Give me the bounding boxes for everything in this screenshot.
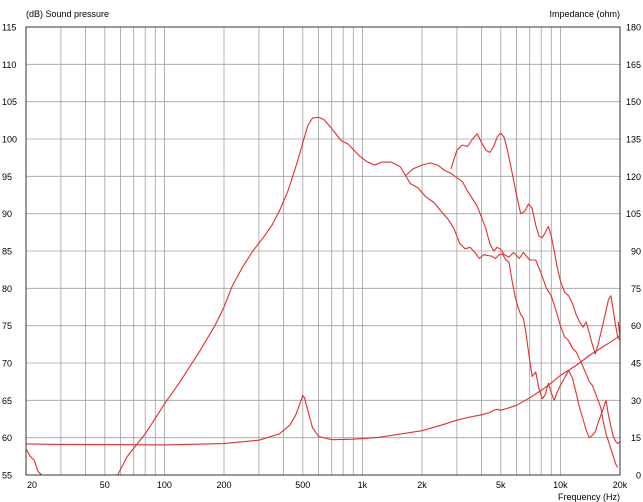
right-tick-label: 75 [631, 284, 641, 294]
right-tick-label: 150 [626, 97, 641, 107]
right-tick-label: 90 [631, 247, 641, 257]
left-tick-label: 60 [2, 433, 12, 443]
right-tick-label: 45 [631, 359, 641, 369]
left-axis-label: (dB) Sound pressure [26, 9, 109, 19]
left-tick-label: 105 [2, 97, 17, 107]
left-tick-label: 115 [2, 23, 16, 33]
left-tick-label: 110 [2, 60, 16, 70]
x-tick-label: 10k [553, 480, 568, 490]
left-tick-label: 80 [2, 284, 12, 294]
x-tick-label: 2k [417, 480, 427, 490]
x-axis-label: Frequency (Hz) [558, 492, 620, 502]
tick-labels: 1151101051009590858075706560551801651501… [2, 23, 641, 491]
right-tick-label: 105 [626, 209, 641, 219]
x-tick-label: 20k [613, 480, 628, 490]
x-tick-label: 50 [100, 480, 110, 490]
right-tick-label: 180 [626, 23, 641, 33]
x-tick-label: 20 [27, 480, 37, 490]
right-tick-label: 15 [631, 433, 641, 443]
right-tick-label: 60 [631, 321, 641, 331]
right-tick-label: 0 [636, 471, 641, 481]
left-tick-label: 65 [2, 396, 12, 406]
left-tick-label: 70 [2, 359, 12, 369]
right-tick-label: 120 [626, 172, 641, 182]
right-tick-label: 165 [626, 60, 641, 70]
x-tick-label: 200 [216, 480, 231, 490]
left-tick-label: 85 [2, 247, 12, 257]
plot-area-border [25, 26, 621, 476]
spl-curve-1 [117, 116, 619, 476]
x-tick-label: 5k [496, 480, 506, 490]
right-axis-label: Impedance (ohm) [549, 9, 620, 19]
spl-curve-6 [25, 448, 43, 476]
x-tick-label: 1k [358, 480, 368, 490]
left-tick-label: 55 [2, 471, 12, 481]
spl-curve-2 [405, 175, 621, 445]
left-tick-label: 95 [2, 172, 12, 182]
x-tick-label: 100 [157, 480, 172, 490]
right-tick-label: 30 [631, 396, 641, 406]
impedance-curve [25, 335, 621, 446]
left-tick-label: 100 [2, 135, 17, 145]
series-lines [25, 116, 621, 476]
right-tick-label: 135 [626, 135, 641, 145]
left-tick-label: 75 [2, 321, 12, 331]
grid-lines [25, 26, 621, 476]
left-tick-label: 90 [2, 209, 12, 219]
spl-curve-3 [450, 132, 621, 355]
x-tick-label: 500 [295, 480, 310, 490]
